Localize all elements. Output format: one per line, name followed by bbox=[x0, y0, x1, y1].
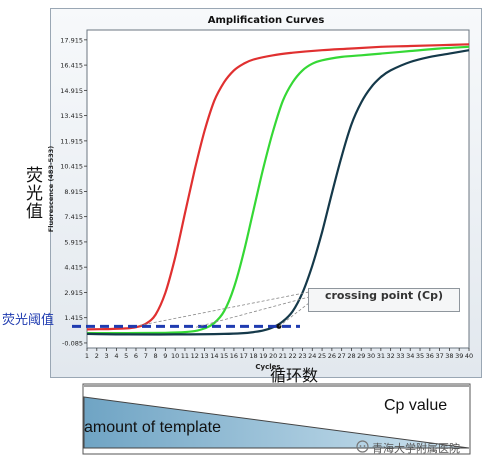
crossing-point-callout: crossing point (Cp) bbox=[308, 288, 460, 312]
x-tick-label: 12 bbox=[191, 352, 199, 360]
x-tick-label: 15 bbox=[220, 352, 228, 360]
x-tick-label: 2 bbox=[95, 352, 99, 360]
y-tick-label: 14.915 bbox=[60, 87, 83, 95]
x-tick-label: 4 bbox=[114, 352, 118, 360]
x-tick-label: 8 bbox=[153, 352, 157, 360]
x-tick-label: 39 bbox=[455, 352, 463, 360]
y-tick-label: 11.915 bbox=[60, 137, 83, 145]
x-tick-label: 16 bbox=[230, 352, 238, 360]
cp-value-label: Cp value bbox=[384, 397, 448, 414]
x-axis-chinese-label: 循环数 bbox=[270, 366, 319, 385]
threshold-chinese-label: 荧光阈值 bbox=[2, 313, 55, 328]
y-tick-label: 1.415 bbox=[64, 314, 83, 322]
watermark-text: 青海大学附属医院 bbox=[372, 442, 460, 455]
y-tick-label: 7.415 bbox=[64, 213, 83, 221]
x-tick-label: 17 bbox=[240, 352, 248, 360]
callout-pointer-line bbox=[195, 296, 310, 328]
x-tick-label: 1 bbox=[85, 352, 89, 360]
chart-title: Amplification Curves bbox=[207, 15, 325, 26]
y-axis-title: Fluorescence (483-533) bbox=[47, 146, 55, 232]
y-tick-label: 10.415 bbox=[60, 163, 83, 171]
template-amount-label: amount of template bbox=[84, 419, 221, 436]
x-tick-label: 9 bbox=[163, 352, 167, 360]
x-tick-label: 37 bbox=[435, 352, 443, 360]
y-tick-label: 17.915 bbox=[60, 36, 83, 44]
x-tick-label: 22 bbox=[289, 352, 297, 360]
x-tick-label: 6 bbox=[134, 352, 138, 360]
x-tick-label: 33 bbox=[396, 352, 404, 360]
x-tick-label: 10 bbox=[171, 352, 179, 360]
x-tick-label: 29 bbox=[357, 352, 365, 360]
callout-pointer-line bbox=[138, 291, 310, 326]
x-tick-label: 34 bbox=[406, 352, 414, 360]
x-tick-label: 19 bbox=[259, 352, 267, 360]
x-tick-label: 25 bbox=[318, 352, 326, 360]
x-tick-label: 23 bbox=[298, 352, 306, 360]
x-tick-label: 11 bbox=[181, 352, 189, 360]
callout-pointer-line bbox=[278, 302, 310, 327]
x-tick-label: 14 bbox=[210, 352, 218, 360]
x-tick-label: 30 bbox=[367, 352, 375, 360]
x-tick-label: 26 bbox=[328, 352, 336, 360]
x-tick-label: 7 bbox=[144, 352, 148, 360]
template-wedge bbox=[83, 396, 470, 449]
x-tick-label: 5 bbox=[124, 352, 128, 360]
y-tick-label: 16.415 bbox=[60, 62, 83, 70]
x-tick-label: 35 bbox=[416, 352, 424, 360]
x-axis-title: Cycles bbox=[255, 363, 280, 371]
y-tick-label: 8.915 bbox=[64, 188, 83, 196]
y-axis-chinese-label: 荧光值 bbox=[22, 166, 42, 220]
x-tick-label: 13 bbox=[200, 352, 208, 360]
x-tick-label: 18 bbox=[249, 352, 257, 360]
x-tick-label: 31 bbox=[377, 352, 385, 360]
x-tick-label: 21 bbox=[279, 352, 287, 360]
y-tick-label: 4.415 bbox=[64, 264, 83, 272]
x-tick-label: 28 bbox=[347, 352, 355, 360]
x-tick-label: 36 bbox=[426, 352, 434, 360]
x-tick-label: 40 bbox=[465, 352, 473, 360]
x-tick-label: 20 bbox=[269, 352, 277, 360]
x-tick-label: 24 bbox=[308, 352, 316, 360]
x-tick-label: 38 bbox=[445, 352, 453, 360]
y-tick-label: 13.415 bbox=[60, 112, 83, 120]
x-tick-label: 3 bbox=[105, 352, 109, 360]
amplification-curve bbox=[86, 49, 470, 336]
x-tick-label: 27 bbox=[338, 352, 346, 360]
y-tick-label: 2.915 bbox=[64, 289, 83, 297]
wechat-icon bbox=[356, 440, 369, 453]
x-tick-label: 32 bbox=[387, 352, 395, 360]
y-tick-label: 5.915 bbox=[64, 238, 83, 246]
amplification-curve bbox=[86, 45, 470, 335]
y-tick-label: -0.085 bbox=[62, 339, 83, 347]
